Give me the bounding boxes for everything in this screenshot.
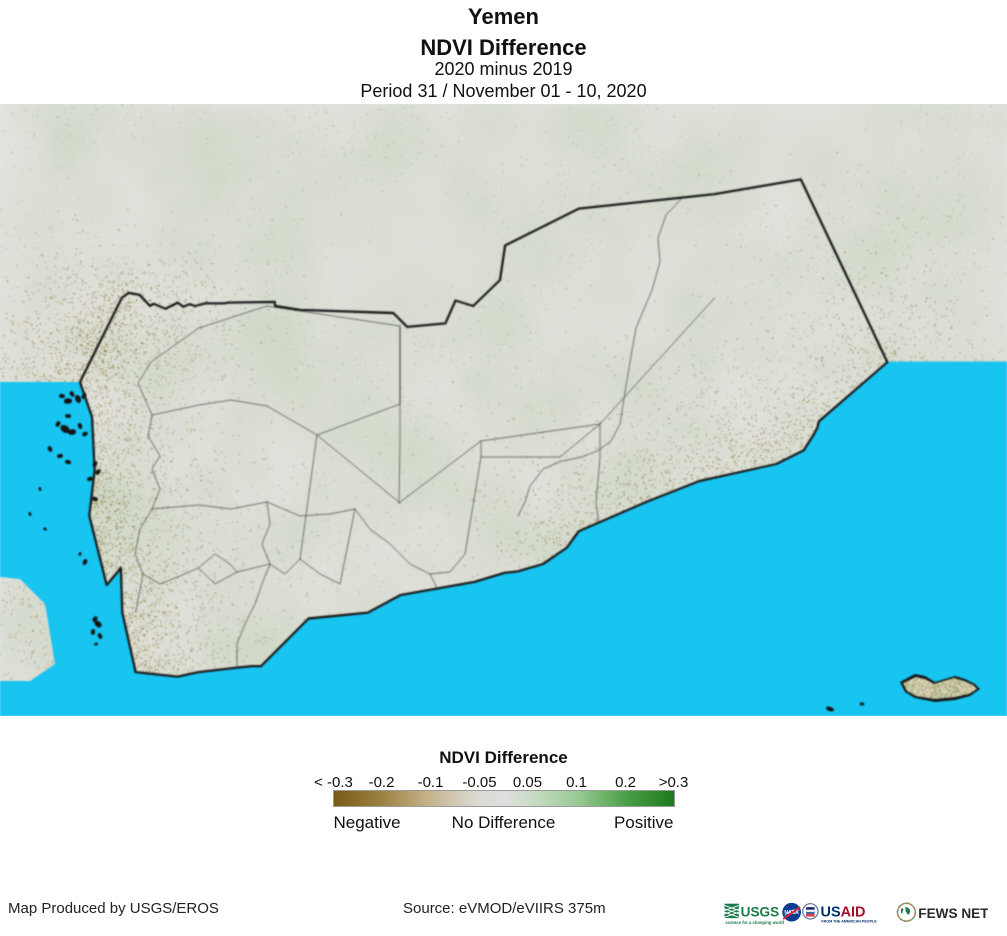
- svg-text:USGS: USGS: [741, 904, 780, 919]
- svg-text:FROM THE AMERICAN PEOPLE: FROM THE AMERICAN PEOPLE: [821, 919, 877, 923]
- svg-text:science for a changing world: science for a changing world: [725, 920, 784, 925]
- svg-text:USAID: USAID: [821, 904, 866, 920]
- svg-text:FEWS NET: FEWS NET: [918, 906, 988, 921]
